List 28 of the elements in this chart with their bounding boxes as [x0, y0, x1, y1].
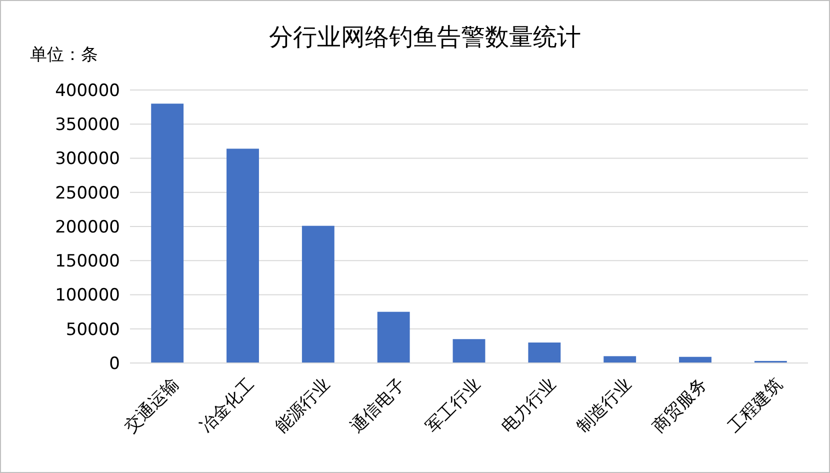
- y-tick-label: 100000: [55, 286, 120, 306]
- y-tick-label: 50000: [66, 320, 120, 340]
- bar: [302, 226, 334, 363]
- x-tick-label: 军工行业: [422, 374, 485, 437]
- y-axis-title: 单位：条: [30, 45, 98, 65]
- bar: [528, 342, 561, 363]
- x-tick-label: 电力行业: [498, 374, 560, 437]
- bar: [226, 148, 259, 363]
- x-tick-label: 商贸服务: [648, 374, 711, 437]
- bar: [452, 339, 486, 363]
- bar: [604, 356, 636, 363]
- x-tick-label: 制造行业: [573, 374, 636, 437]
- y-tick-label: 300000: [55, 149, 120, 170]
- bar: [151, 104, 184, 363]
- chart-title: 分行业网络钓鱼告警数量统计: [269, 23, 581, 51]
- bar: [679, 356, 712, 363]
- x-tick-label: 通信电子: [347, 374, 410, 437]
- x-tick-label: 能源行业: [272, 374, 334, 437]
- y-tick-label: 350000: [55, 115, 120, 136]
- x-tick-label: 工程建筑: [724, 374, 786, 437]
- bar: [377, 312, 410, 363]
- y-tick-label: 400000: [55, 80, 120, 101]
- y-tick-label: 150000: [55, 252, 120, 272]
- x-tick-label: 冶金化工: [196, 374, 258, 437]
- y-tick-label: 250000: [55, 183, 120, 204]
- y-tick-label: 0: [109, 354, 120, 374]
- x-tick-label: 交通运输: [120, 374, 184, 437]
- y-tick-label: 200000: [55, 217, 120, 238]
